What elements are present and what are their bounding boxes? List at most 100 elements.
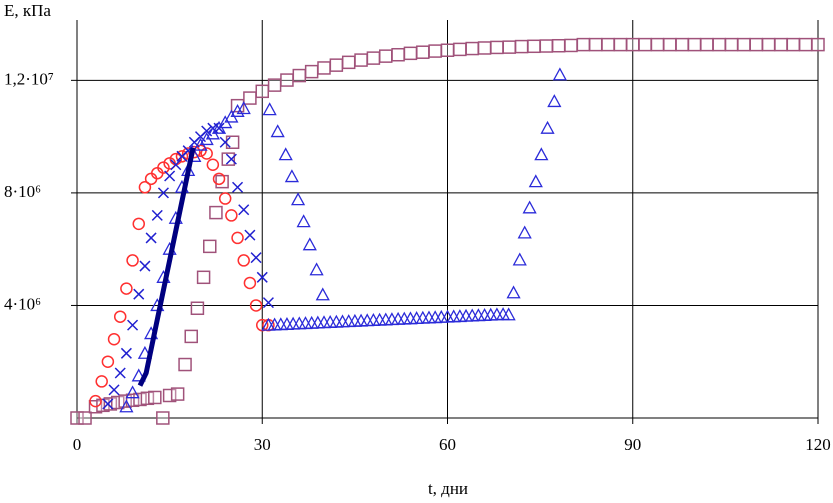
triangle-marker (316, 315, 332, 329)
square-marker (576, 37, 591, 52)
square-marker (465, 41, 479, 56)
triangle-marker (230, 103, 245, 117)
circle-marker (120, 282, 133, 295)
triangle-marker (540, 120, 555, 134)
x-marker (232, 181, 244, 193)
circle-marker (212, 172, 226, 186)
triangle-marker (335, 314, 350, 328)
circle-marker (95, 375, 108, 388)
triangle-marker (292, 316, 307, 330)
triangle-marker (284, 169, 299, 183)
square-marker (687, 37, 702, 52)
triangle-marker (270, 124, 285, 138)
x-marker (256, 271, 268, 283)
square-marker (477, 41, 492, 55)
triangle-marker (465, 308, 480, 322)
square-marker (514, 39, 529, 54)
x-tick-label: 60 (439, 435, 456, 454)
triangle-marker (310, 315, 325, 329)
x-marker (127, 319, 139, 331)
triangle-marker (452, 309, 467, 323)
square-marker (539, 39, 554, 53)
circle-marker (218, 192, 232, 205)
triangle-marker (236, 101, 251, 115)
x-axis-label: t, дни (428, 479, 468, 498)
x-marker (133, 288, 145, 300)
x-marker (219, 136, 231, 148)
circle-marker (249, 299, 263, 312)
triangle-marker (262, 102, 277, 116)
x-tick-label: 0 (73, 435, 82, 454)
triangle-marker (304, 315, 319, 329)
square-marker (712, 37, 726, 52)
square-marker (329, 58, 344, 72)
square-marker (366, 51, 381, 65)
x-marker (102, 398, 114, 410)
square-marker (103, 397, 118, 411)
square-marker (453, 42, 467, 57)
square-marker (140, 391, 155, 406)
triangle-marker (279, 316, 295, 330)
triangle-marker (446, 309, 461, 323)
triangle-marker (483, 307, 498, 321)
circle-marker (107, 332, 121, 346)
triangle-marker (296, 214, 311, 228)
square-marker (184, 329, 198, 344)
square-marker (221, 152, 236, 166)
square-marker (601, 37, 615, 52)
x-marker (164, 170, 176, 182)
circle-marker (126, 254, 139, 267)
x-marker (225, 153, 237, 165)
square-marker (428, 44, 442, 58)
square-marker (564, 38, 578, 53)
square-marker (626, 37, 640, 52)
square-marker (502, 40, 516, 54)
square-marker (379, 49, 393, 63)
x-marker (114, 367, 126, 379)
triangle-marker (329, 314, 344, 328)
triangle-marker (315, 287, 330, 301)
square-marker (78, 411, 92, 425)
square-marker (774, 37, 788, 52)
square-marker (255, 84, 269, 99)
square-marker (737, 37, 751, 52)
triangle-marker (517, 225, 532, 239)
triangle-marker (501, 307, 516, 321)
x-marker (151, 209, 163, 221)
x-marker (262, 297, 274, 309)
circle-marker (175, 150, 189, 163)
square-marker (700, 37, 714, 52)
triangle-marker (512, 252, 527, 266)
triangle-marker (273, 317, 288, 331)
square-marker (811, 37, 825, 52)
x-marker (108, 384, 120, 396)
square-marker (341, 55, 356, 70)
triangle-marker (528, 174, 543, 188)
square-marker (490, 40, 504, 55)
triangle-marker (341, 314, 356, 328)
square-marker (527, 39, 541, 54)
triangle-marker (372, 312, 387, 326)
square-marker (724, 37, 739, 52)
square-marker (292, 68, 307, 83)
square-marker (196, 270, 211, 285)
square-marker (243, 91, 257, 105)
x-tick-label: 30 (254, 435, 271, 454)
square-marker (786, 37, 801, 52)
triangle-marker (458, 308, 474, 322)
triangle-marker (131, 368, 146, 382)
triangle-marker (302, 237, 317, 251)
square-marker (798, 37, 813, 52)
circle-marker (157, 161, 170, 174)
triangle-marker (552, 67, 567, 81)
square-marker (70, 411, 84, 425)
square-marker (613, 37, 628, 52)
circle-marker (138, 181, 152, 194)
triangle-marker (428, 310, 443, 324)
square-marker (354, 53, 368, 67)
square-marker (111, 395, 125, 410)
x-marker (157, 187, 169, 199)
square-marker (403, 46, 418, 61)
triangle-marker (489, 307, 504, 321)
square-marker (190, 301, 205, 316)
